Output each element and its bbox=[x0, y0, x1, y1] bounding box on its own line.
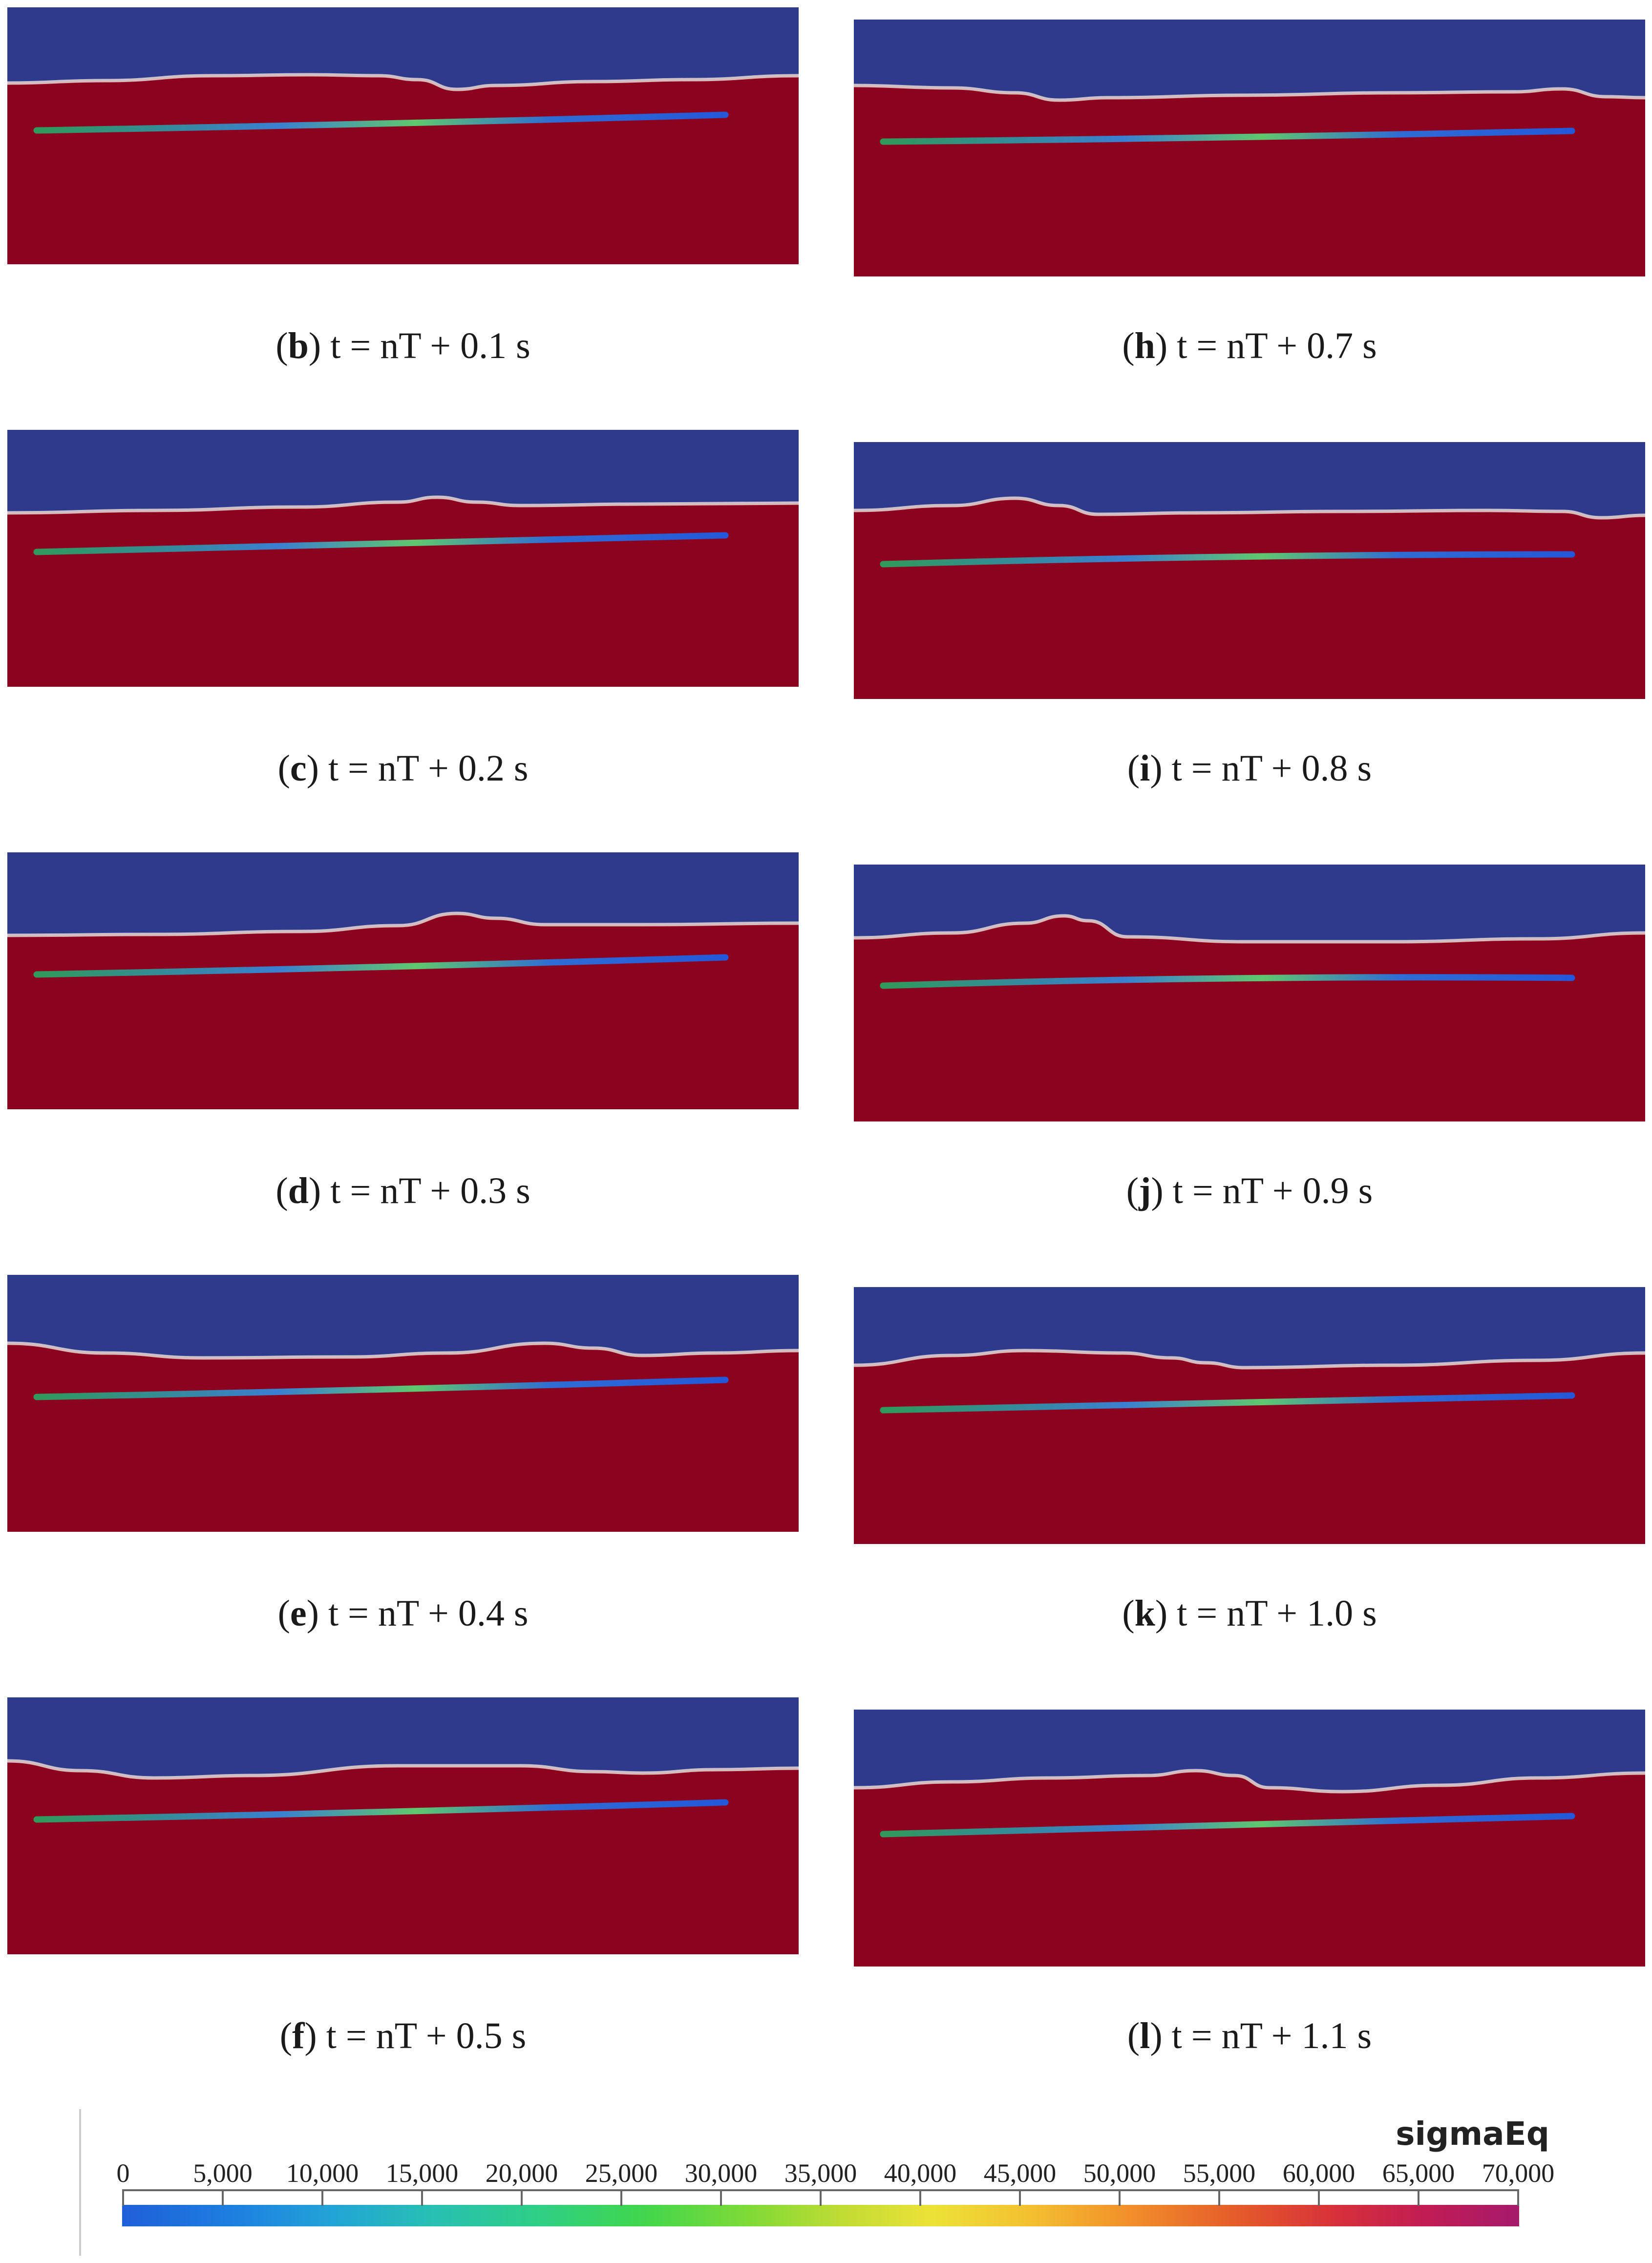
colorbar-tick bbox=[1318, 2189, 1320, 2206]
beam-structure bbox=[33, 954, 729, 978]
panel-e bbox=[7, 1275, 799, 1532]
caption-f: (f) t = nT + 0.5 s bbox=[279, 2015, 527, 2056]
colorbar-tick-label: 70,000 bbox=[1482, 2158, 1555, 2188]
air-region bbox=[854, 1287, 1645, 1368]
panel-i bbox=[854, 442, 1645, 699]
caption-h: (h) t = nT + 0.7 s bbox=[1122, 325, 1377, 366]
caption-e: (e) t = nT + 0.4 s bbox=[277, 1593, 529, 1634]
colorbar-tick-label: 35,000 bbox=[784, 2158, 857, 2188]
colorbar-tick-label: 50,000 bbox=[1083, 2158, 1156, 2188]
free-surface-line bbox=[854, 1769, 1645, 1794]
caption-k: (k) t = nT + 1.0 s bbox=[1122, 1593, 1377, 1634]
caption-d: (d) t = nT + 0.3 s bbox=[275, 1170, 530, 1211]
air-region bbox=[7, 430, 799, 513]
beam-structure bbox=[880, 974, 1575, 989]
colorbar-tick bbox=[421, 2189, 423, 2206]
colorbar-tick bbox=[1218, 2189, 1220, 2206]
caption-c: (c) t = nT + 0.2 s bbox=[277, 748, 529, 789]
beam-structure bbox=[880, 1813, 1575, 1838]
colorbar-tick bbox=[720, 2189, 722, 2206]
simulation-plot-b bbox=[7, 7, 799, 264]
colorbar-tick-label: 10,000 bbox=[286, 2158, 359, 2188]
simulation-plot-k bbox=[854, 1287, 1645, 1544]
simulation-plot-h bbox=[854, 20, 1645, 276]
caption-b: (b) t = nT + 0.1 s bbox=[275, 325, 530, 366]
free-surface-line bbox=[7, 911, 799, 937]
simulation-plot-e bbox=[7, 1275, 799, 1532]
air-region bbox=[854, 865, 1645, 942]
colorbar-tick-label: 65,000 bbox=[1382, 2158, 1455, 2188]
panel-l bbox=[854, 1710, 1645, 1967]
caption-j: (j) t = nT + 0.9 s bbox=[1126, 1170, 1373, 1211]
simulation-plot-j bbox=[854, 865, 1645, 1121]
colorbar-tick-label: 5,000 bbox=[193, 2158, 253, 2188]
free-surface-line bbox=[854, 1349, 1645, 1370]
simulation-plot-i bbox=[854, 442, 1645, 699]
air-region bbox=[7, 7, 799, 89]
colorbar-tick bbox=[919, 2189, 921, 2206]
free-surface-line bbox=[854, 914, 1645, 944]
colorbar-tick bbox=[122, 2189, 124, 2206]
air-region bbox=[854, 1710, 1645, 1792]
beam-structure bbox=[880, 1392, 1575, 1414]
air-region bbox=[854, 442, 1645, 518]
simulation-plot-f bbox=[7, 1697, 799, 1954]
colorbar-tick-label: 40,000 bbox=[884, 2158, 957, 2188]
panel-k bbox=[854, 1287, 1645, 1544]
caption-l: (l) t = nT + 1.1 s bbox=[1127, 2015, 1372, 2056]
colorbar-tick bbox=[321, 2189, 323, 2206]
panel-h bbox=[854, 20, 1645, 276]
free-surface-line bbox=[7, 1341, 799, 1360]
colorbar-tick-label: 25,000 bbox=[585, 2158, 658, 2188]
panel-f bbox=[7, 1697, 799, 1954]
colorbar-tick bbox=[620, 2189, 622, 2206]
colorbar-tick-label: 45,000 bbox=[983, 2158, 1057, 2188]
panel-j bbox=[854, 865, 1645, 1121]
beam-structure bbox=[33, 111, 729, 134]
colorbar-tick bbox=[1418, 2189, 1419, 2206]
simulation-plot-d bbox=[7, 852, 799, 1109]
beam-structure bbox=[33, 532, 729, 555]
colorbar-tick-label: 15,000 bbox=[385, 2158, 459, 2188]
colorbar-tick bbox=[1019, 2189, 1021, 2206]
air-region bbox=[7, 1275, 799, 1358]
colorbar-tick-label: 20,000 bbox=[485, 2158, 558, 2188]
colorbar-title: sigmaEq bbox=[1396, 2115, 1549, 2153]
colorbar-tick-label: 60,000 bbox=[1282, 2158, 1355, 2188]
colorbar-tick-label: 30,000 bbox=[684, 2158, 758, 2188]
free-surface-line bbox=[7, 1759, 799, 1780]
free-surface-line bbox=[854, 84, 1645, 102]
simulation-plot-l bbox=[854, 1710, 1645, 1967]
colorbar-gradient bbox=[122, 2205, 1519, 2226]
air-region bbox=[7, 852, 799, 935]
air-region bbox=[7, 1697, 799, 1778]
colorbar-tick bbox=[222, 2189, 224, 2206]
colorbar-tick bbox=[1517, 2189, 1519, 2206]
free-surface-line bbox=[854, 496, 1645, 520]
air-region bbox=[854, 20, 1645, 100]
colorbar-divider bbox=[79, 2109, 81, 2256]
panel-b bbox=[7, 7, 799, 264]
colorbar-tick bbox=[1119, 2189, 1121, 2206]
panel-c bbox=[7, 430, 799, 687]
free-surface-line bbox=[7, 495, 799, 515]
free-surface-line bbox=[7, 73, 799, 91]
colorbar-tick-label: 0 bbox=[116, 2158, 130, 2188]
caption-i: (i) t = nT + 0.8 s bbox=[1127, 748, 1372, 789]
beam-structure bbox=[33, 1376, 729, 1400]
panel-d bbox=[7, 852, 799, 1109]
beam-structure bbox=[880, 551, 1575, 568]
beam-structure bbox=[880, 127, 1575, 145]
colorbar-tick bbox=[521, 2189, 523, 2206]
colorbar-tick-label: 55,000 bbox=[1183, 2158, 1256, 2188]
simulation-plot-c bbox=[7, 430, 799, 687]
colorbar-tick bbox=[820, 2189, 822, 2206]
beam-structure bbox=[33, 1799, 729, 1823]
